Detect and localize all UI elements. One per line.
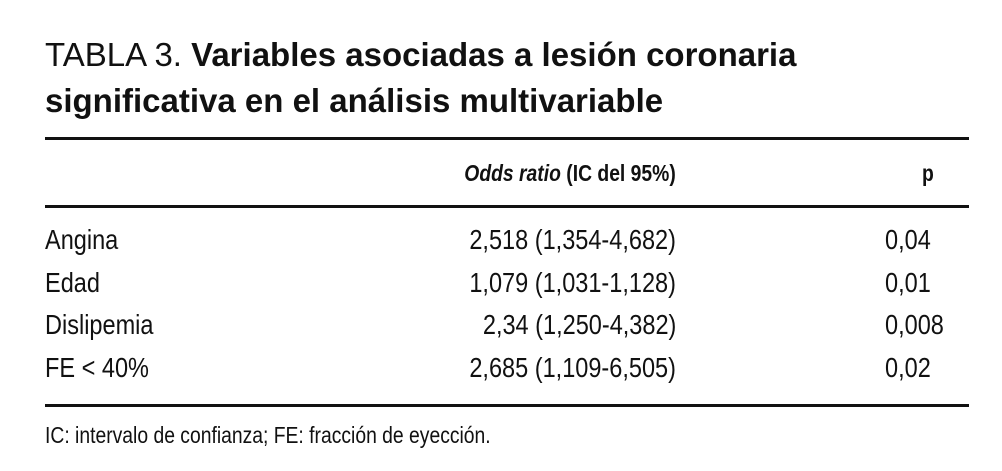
footnote-text: IC: intervalo de confianza; FE: fracción…: [45, 422, 491, 448]
table-cell: 0,02: [885, 352, 940, 384]
cell-text: Dislipemia: [45, 309, 154, 340]
cell-text: 0,01: [885, 266, 931, 298]
cell-text: 0,04: [885, 224, 931, 255]
header-italic: Odds ratio: [464, 160, 562, 186]
cell-text: 2,518 (1,354-4,682): [469, 224, 676, 255]
table-cell: 0,04: [885, 224, 940, 256]
footnote: IC: intervalo de confianza; FE: fracción…: [45, 422, 576, 449]
table-cell: 2,685 (1,109-6,505): [430, 352, 676, 384]
header-rule: [45, 205, 969, 208]
cell-text: 0,008: [885, 309, 944, 340]
top-rule: [45, 137, 969, 140]
table-label: TABLA 3.: [45, 36, 182, 73]
table-title-2: significativa en el análisis multivariab…: [45, 81, 663, 121]
cell-text: 0,02: [885, 351, 931, 383]
bottom-rule: [45, 404, 969, 407]
table-cell: 2,518 (1,354-4,682): [430, 224, 676, 256]
header-cell: p: [922, 160, 934, 186]
table-cell: 1,079 (1,031-1,128): [430, 267, 676, 299]
table-cell: Angina: [45, 224, 132, 256]
header-odds: Odds ratio (IC del 95%): [424, 160, 676, 187]
cell-text: 2,34 (1,250-4,382): [482, 309, 676, 340]
table-title: TABLA 3. Variables asociadas a lesión co…: [45, 35, 796, 75]
cell-text: Edad: [45, 266, 100, 298]
cell-text: 1,079 (1,031-1,128): [469, 266, 676, 298]
cell-text: FE < 40%: [45, 351, 149, 383]
table-cell: Edad: [45, 267, 110, 299]
title-line: Variables asociadas a lesión coronaria: [191, 36, 797, 73]
table-cell: 2,34 (1,250-4,382): [446, 309, 676, 341]
table-cell: 0,01: [885, 267, 940, 299]
table-cell: 0,008: [885, 309, 955, 341]
table-cell: Dislipemia: [45, 309, 174, 341]
header-p: p: [922, 160, 936, 187]
cell-text: Angina: [45, 224, 119, 255]
table-cell: FE < 40%: [45, 352, 169, 384]
cell-text: 2,685 (1,109-6,505): [469, 351, 676, 383]
header-rest: (IC del 95%): [566, 160, 676, 186]
header-cell: Odds ratio (IC del 95%): [465, 160, 676, 187]
title-line: significativa en el análisis multivariab…: [45, 82, 664, 119]
